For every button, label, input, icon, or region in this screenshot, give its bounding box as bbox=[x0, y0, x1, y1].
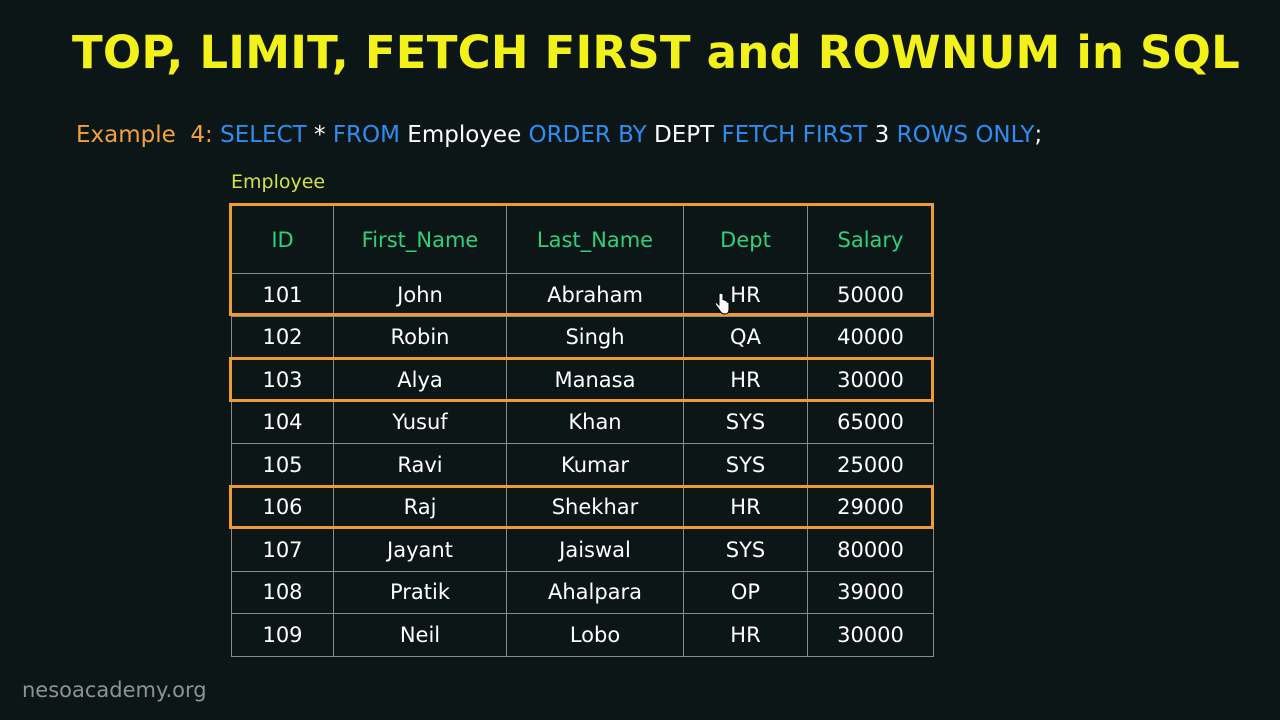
cell-id: 105 bbox=[231, 443, 334, 487]
table-row: 103 Alya Manasa HR 30000 bbox=[231, 358, 934, 402]
example-label: Example 4: bbox=[76, 122, 213, 148]
query-count: 3 bbox=[867, 122, 897, 148]
cell-first-name: Pratik bbox=[333, 570, 507, 614]
table-row: 101 John Abraham HR 50000 bbox=[231, 273, 934, 317]
cell-last-name: Kumar bbox=[506, 443, 684, 487]
query-table-name: Employee bbox=[400, 122, 529, 148]
slide-title: TOP, LIMIT, FETCH FIRST and ROWNUM in SQ… bbox=[72, 26, 1240, 79]
cell-first-name: Jayant bbox=[333, 528, 507, 572]
cell-id: 102 bbox=[231, 315, 334, 359]
header-last-name: Last_Name bbox=[506, 205, 684, 274]
header-salary: Salary bbox=[807, 205, 934, 274]
select-star: * bbox=[306, 122, 333, 148]
keyword-order-by: ORDER BY bbox=[528, 122, 647, 148]
cell-first-name: Robin bbox=[333, 315, 507, 359]
cell-salary: 25000 bbox=[807, 443, 934, 487]
table-row: 102 Robin Singh QA 40000 bbox=[231, 315, 934, 359]
keyword-from: FROM bbox=[332, 122, 400, 148]
cell-dept: SYS bbox=[683, 443, 808, 487]
table-header-row: ID First_Name Last_Name Dept Salary bbox=[231, 205, 934, 274]
cell-id: 101 bbox=[231, 273, 334, 317]
cell-first-name: John bbox=[333, 273, 507, 317]
cell-first-name: Ravi bbox=[333, 443, 507, 487]
watermark: nesoacademy.org bbox=[22, 678, 207, 702]
table-row: 107 Jayant Jaiswal SYS 80000 bbox=[231, 528, 934, 572]
table-row: 108 Pratik Ahalpara OP 39000 bbox=[231, 570, 934, 614]
cell-last-name: Ahalpara bbox=[506, 570, 684, 614]
cell-last-name: Shekhar bbox=[506, 485, 684, 529]
cell-dept: SYS bbox=[683, 528, 808, 572]
cell-last-name: Khan bbox=[506, 400, 684, 444]
employee-table: ID First_Name Last_Name Dept Salary 101 … bbox=[231, 205, 934, 657]
cell-salary: 30000 bbox=[807, 358, 934, 402]
cell-salary: 39000 bbox=[807, 570, 934, 614]
cell-id: 109 bbox=[231, 613, 334, 657]
cell-salary: 40000 bbox=[807, 315, 934, 359]
query-column: DEPT bbox=[646, 122, 722, 148]
table-row: 106 Raj Shekhar HR 29000 bbox=[231, 485, 934, 529]
cell-last-name: Jaiswal bbox=[506, 528, 684, 572]
cell-salary: 50000 bbox=[807, 273, 934, 317]
cell-dept: HR bbox=[683, 485, 808, 529]
cell-last-name: Lobo bbox=[506, 613, 684, 657]
cell-dept: HR bbox=[683, 273, 808, 317]
header-first-name: First_Name bbox=[333, 205, 507, 274]
cell-dept: SYS bbox=[683, 400, 808, 444]
cell-first-name: Yusuf bbox=[333, 400, 507, 444]
cell-salary: 29000 bbox=[807, 485, 934, 529]
keyword-rows-only: ROWS ONLY bbox=[896, 122, 1035, 148]
cell-last-name: Abraham bbox=[506, 273, 684, 317]
header-dept: Dept bbox=[683, 205, 808, 274]
table-row: 109 Neil Lobo HR 30000 bbox=[231, 613, 934, 657]
cell-id: 107 bbox=[231, 528, 334, 572]
cell-first-name: Raj bbox=[333, 485, 507, 529]
table-caption: Employee bbox=[231, 171, 326, 193]
hand-cursor-icon bbox=[714, 293, 730, 315]
cell-dept: HR bbox=[683, 358, 808, 402]
cell-first-name: Alya bbox=[333, 358, 507, 402]
cell-salary: 65000 bbox=[807, 400, 934, 444]
keyword-select: SELECT bbox=[220, 122, 307, 148]
cell-id: 108 bbox=[231, 570, 334, 614]
table-row: 105 Ravi Kumar SYS 25000 bbox=[231, 443, 934, 487]
cell-dept: OP bbox=[683, 570, 808, 614]
cell-last-name: Manasa bbox=[506, 358, 684, 402]
query-terminator: ; bbox=[1034, 122, 1043, 148]
cell-salary: 80000 bbox=[807, 528, 934, 572]
sql-query: Example 4: SELECT * FROM Employee ORDER … bbox=[76, 122, 1042, 148]
cell-id: 104 bbox=[231, 400, 334, 444]
cell-salary: 30000 bbox=[807, 613, 934, 657]
header-id: ID bbox=[231, 205, 334, 274]
cell-dept: QA bbox=[683, 315, 808, 359]
cell-first-name: Neil bbox=[333, 613, 507, 657]
cell-id: 106 bbox=[231, 485, 334, 529]
cell-last-name: Singh bbox=[506, 315, 684, 359]
cell-dept: HR bbox=[683, 613, 808, 657]
cell-id: 103 bbox=[231, 358, 334, 402]
keyword-fetch-first: FETCH FIRST bbox=[721, 122, 868, 148]
table-row: 104 Yusuf Khan SYS 65000 bbox=[231, 400, 934, 444]
